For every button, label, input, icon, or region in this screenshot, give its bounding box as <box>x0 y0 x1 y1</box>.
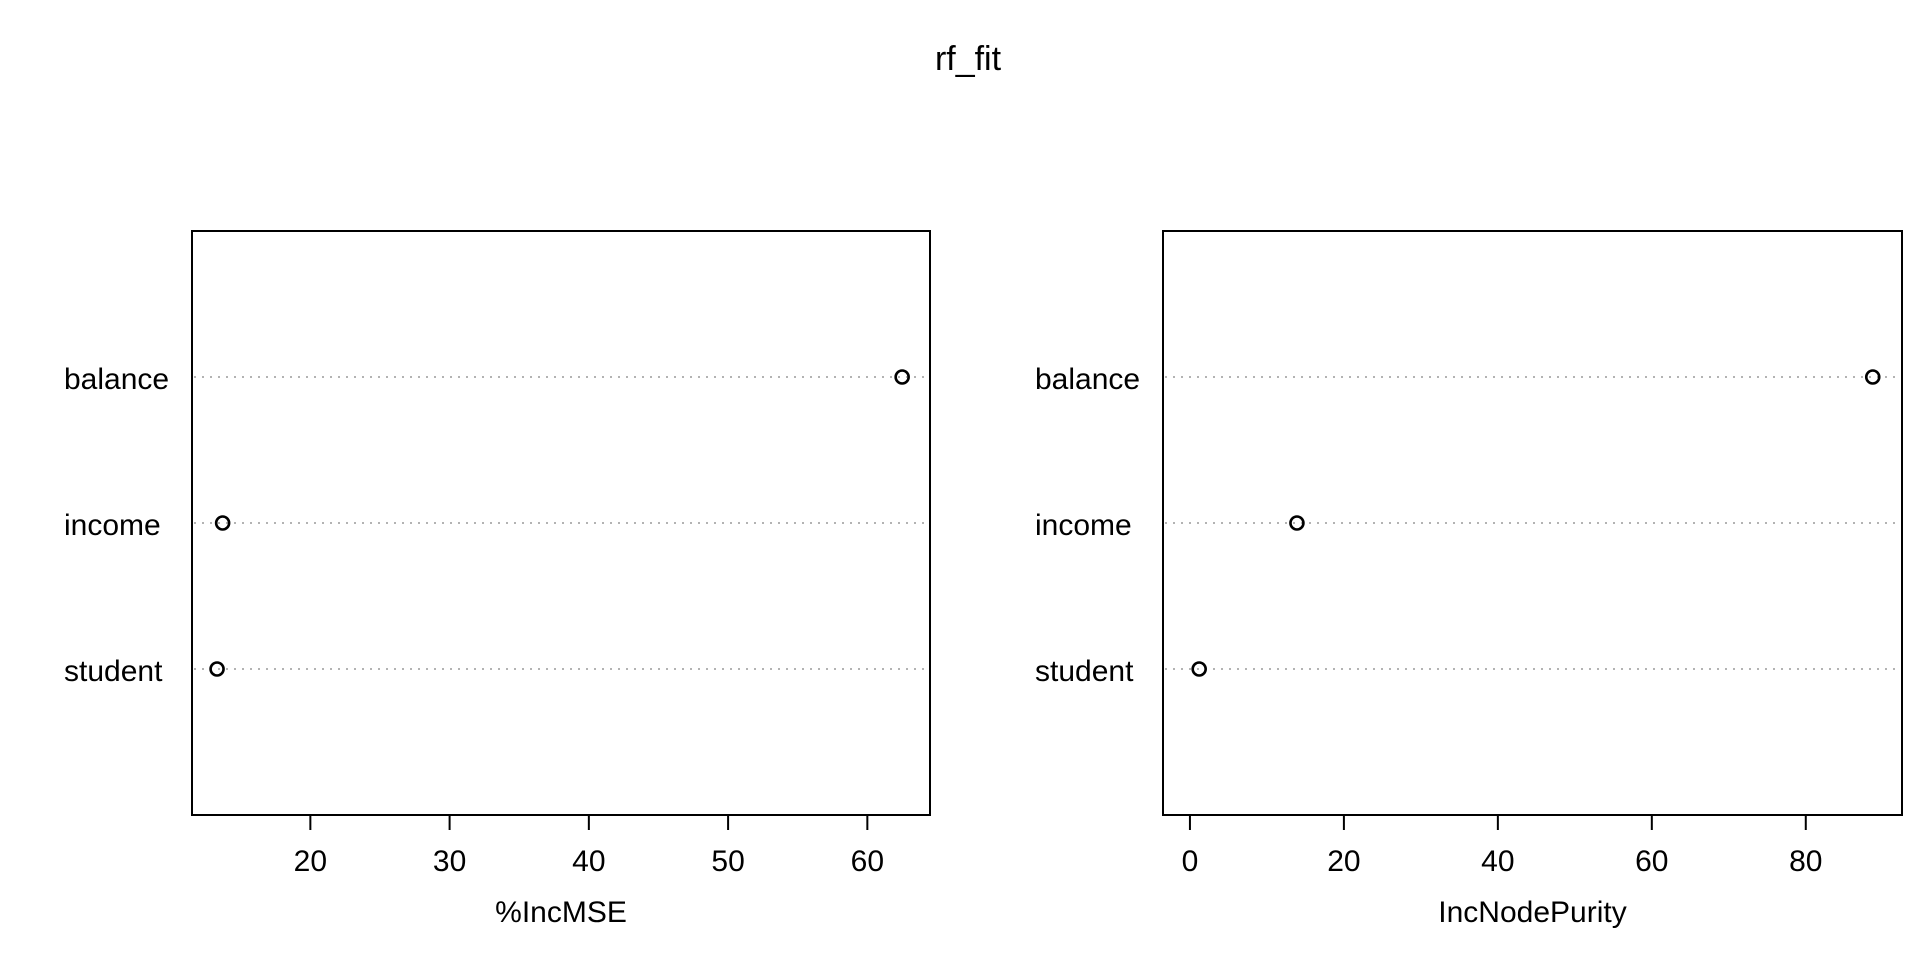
x-tick-label: 40 <box>1481 845 1514 878</box>
data-point <box>214 515 231 531</box>
x-tick-label: 20 <box>1327 845 1360 878</box>
panel-incmse: student income balance 20 30 40 50 60 %IncMSE <box>64 230 931 929</box>
x-axis-label: IncNodePurity <box>1438 896 1626 929</box>
category-label: student <box>1035 655 1134 688</box>
category-label: income <box>1035 509 1132 542</box>
x-tick-label: 40 <box>572 845 605 878</box>
category-label: balance <box>64 363 169 396</box>
x-tick-label: 50 <box>711 845 744 878</box>
data-point <box>1191 661 1207 677</box>
category-label: student <box>64 655 163 688</box>
x-axis-label: %IncMSE <box>495 896 627 929</box>
panel-incnodepurity: student income balance 0 20 40 60 80 IncNodePuri… <box>1035 230 1903 929</box>
plot-frame <box>191 230 931 816</box>
x-tick-label: 60 <box>851 845 884 878</box>
x-tick-label: 30 <box>433 845 466 878</box>
plot-frame <box>1162 230 1903 816</box>
x-tick-label: 20 <box>294 845 327 878</box>
chart-title: rf_fit <box>935 40 1002 78</box>
x-tick-label: 60 <box>1635 845 1668 878</box>
category-label: income <box>64 509 161 542</box>
x-tick-label: 80 <box>1789 845 1822 878</box>
data-point <box>1864 369 1881 385</box>
category-label: balance <box>1035 363 1140 396</box>
data-point <box>1289 515 1305 531</box>
data-point <box>894 369 910 385</box>
x-tick-label: 0 <box>1182 845 1199 878</box>
data-point <box>209 661 225 677</box>
